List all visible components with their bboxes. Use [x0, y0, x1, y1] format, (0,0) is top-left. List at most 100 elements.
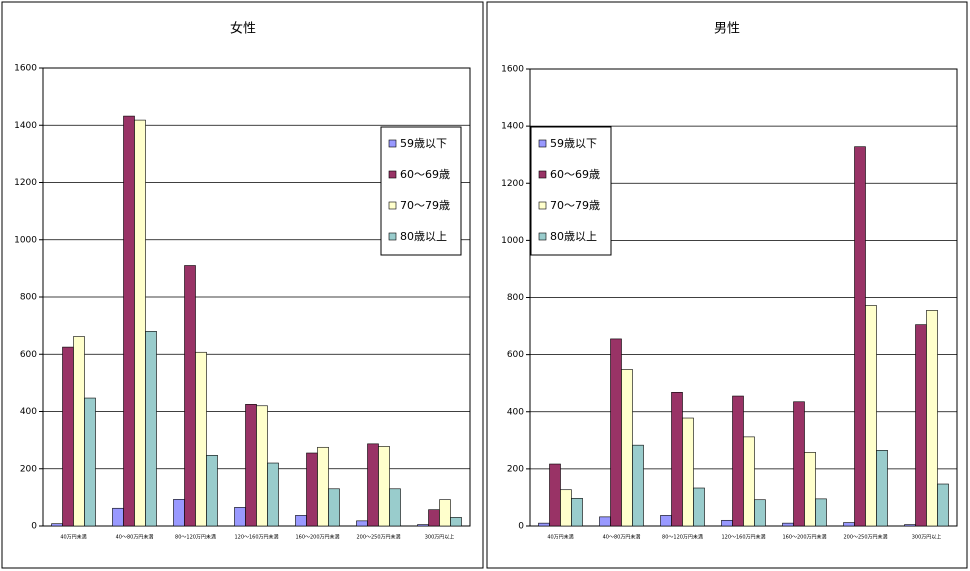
legend-label: 80歳以上: [400, 230, 447, 243]
bar: [560, 489, 572, 527]
bar: [732, 395, 744, 527]
bar: [267, 462, 279, 527]
y-tick-label: 400: [20, 407, 37, 417]
bar: [610, 338, 622, 527]
chart-title: 男性: [714, 22, 740, 37]
bar: [937, 483, 949, 527]
bar: [693, 487, 705, 527]
y-tick-label: 1600: [14, 64, 37, 74]
legend-label: 60～69歳: [550, 168, 600, 181]
bar: [660, 515, 672, 527]
bar: [926, 310, 938, 527]
y-tick-label: 400: [507, 407, 524, 417]
chart-title: 女性: [230, 21, 256, 37]
bar: [743, 436, 755, 527]
bar: [173, 499, 185, 527]
bar: [73, 336, 85, 527]
y-tick-label: 1400: [14, 121, 37, 131]
bar: [378, 446, 390, 527]
y-tick-label: 0: [518, 522, 524, 532]
y-tick-label: 1000: [14, 235, 37, 245]
bar: [367, 443, 379, 527]
bar: [843, 522, 855, 527]
bar: [682, 417, 694, 527]
bar: [793, 401, 805, 527]
bar: [439, 499, 451, 527]
y-tick-label: 600: [20, 350, 37, 360]
legend-swatch: [388, 170, 397, 179]
bar: [184, 265, 196, 527]
legend-label: 59歳以下: [550, 137, 597, 150]
bar: [295, 515, 307, 527]
y-tick-label: 1200: [501, 179, 524, 189]
x-tick-label: 80～120万円未満: [175, 534, 216, 541]
x-tick-label: 40～80万円未満: [603, 534, 641, 541]
legend-swatch: [538, 201, 547, 210]
bar: [317, 446, 329, 527]
x-tick-label: 80～120万円未満: [662, 534, 703, 541]
bar: [84, 397, 96, 527]
bar: [123, 115, 135, 527]
y-tick-label: 200: [20, 464, 37, 474]
legend-swatch: [538, 170, 547, 179]
x-tick-label: 40万円未満: [60, 534, 86, 541]
bar: [815, 498, 827, 527]
x-tick-label: 120～160万円未満: [721, 534, 765, 541]
bar: [782, 522, 794, 527]
x-tick-label: 160～200万円未満: [295, 534, 339, 541]
bar: [195, 351, 207, 527]
legend-swatch: [388, 232, 397, 241]
legend-label: 70～79歳: [400, 199, 450, 212]
legend-label: 80歳以上: [550, 230, 597, 243]
x-tick-label: 200～250万円未満: [843, 534, 887, 541]
bar: [876, 450, 888, 527]
x-tick-label: 300万円以上: [425, 534, 455, 541]
x-tick-label: 120～160万円未満: [234, 534, 278, 541]
bar: [538, 522, 550, 527]
legend-swatch: [388, 139, 397, 148]
y-tick-label: 800: [20, 293, 37, 303]
y-tick-label: 1400: [501, 122, 524, 132]
bar: [206, 454, 218, 527]
bar: [234, 507, 246, 527]
bar: [356, 520, 368, 527]
bar: [599, 516, 611, 527]
bar: [389, 488, 401, 527]
y-tick-label: 1600: [501, 65, 524, 75]
legend-swatch: [538, 139, 547, 148]
x-tick-label: 40～80万円未満: [116, 534, 154, 541]
bar: [328, 488, 340, 527]
bar: [417, 524, 429, 527]
y-tick-label: 1200: [14, 178, 37, 188]
bar: [62, 346, 74, 527]
bar: [145, 331, 157, 527]
bar: [632, 444, 644, 527]
bar: [904, 524, 916, 527]
bar: [671, 392, 683, 527]
legend-label: 59歳以下: [400, 137, 447, 150]
bar: [854, 146, 866, 527]
bar: [51, 523, 63, 527]
bar: [428, 509, 440, 527]
y-tick-label: 800: [507, 293, 524, 303]
bar: [306, 452, 318, 527]
y-tick-label: 0: [31, 522, 37, 532]
y-tick-label: 200: [507, 464, 524, 474]
bar: [450, 517, 462, 527]
legend-swatch: [538, 232, 547, 241]
legend-label: 60～69歳: [400, 168, 450, 181]
bar: [915, 324, 927, 527]
legend-swatch: [388, 201, 397, 210]
x-tick-label: 300万円以上: [912, 534, 942, 541]
bar: [112, 507, 124, 527]
bar: [549, 463, 561, 527]
bar: [754, 499, 766, 527]
bar: [865, 305, 877, 527]
bar: [245, 404, 257, 527]
x-tick-label: 160～200万円未満: [782, 534, 826, 541]
y-tick-label: 1000: [501, 236, 524, 246]
bar: [721, 519, 733, 527]
legend-label: 70～79歳: [550, 199, 600, 212]
bar: [256, 405, 268, 527]
